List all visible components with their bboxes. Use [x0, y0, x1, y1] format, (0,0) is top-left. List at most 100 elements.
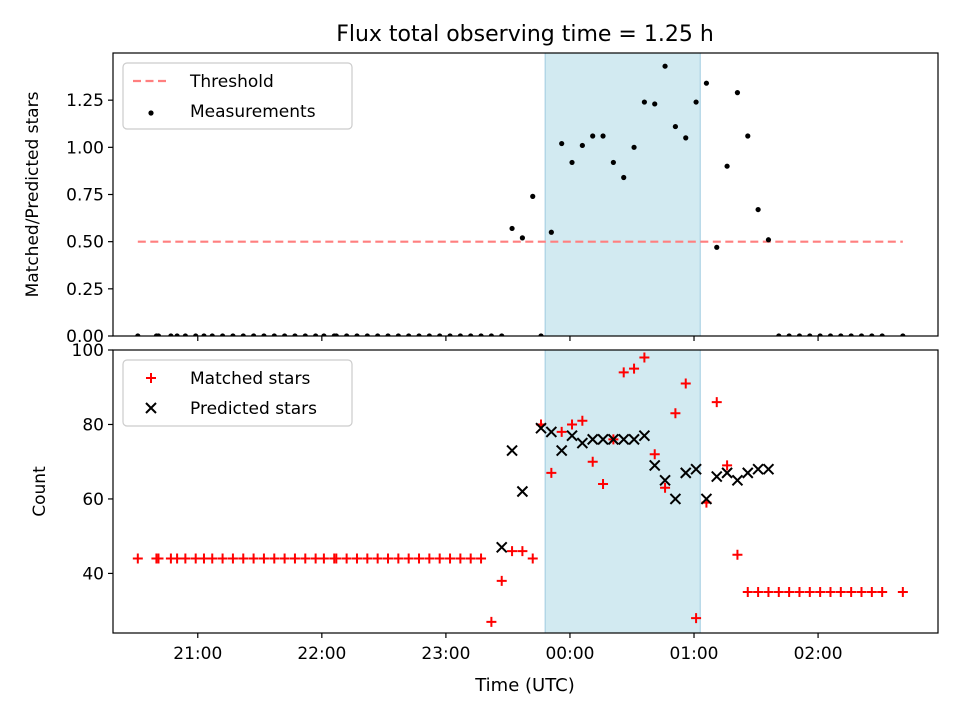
matched-star-point: [279, 553, 290, 564]
matched-star-point: [732, 549, 743, 560]
measurement-point: [209, 333, 215, 336]
y-tick-label: 80: [82, 415, 104, 435]
measurement-point: [375, 333, 381, 336]
matched-star-point: [403, 553, 414, 564]
matched-star-point: [496, 575, 507, 586]
legend-box: [122, 359, 353, 427]
top-panel: 0.00 0.25 0.50 0.75 1.00 1.25 Matched/Predicte…: [23, 52, 939, 347]
y-axis-label: Count: [30, 466, 50, 517]
matched-star-point: [691, 613, 702, 624]
measurement-point: [530, 193, 536, 199]
bottom-panel: 40 60 80 100 21:00 22:00 23:00 00:00 01:00 02:00 C…: [30, 341, 939, 664]
matched-star-point: [248, 553, 259, 564]
matched-star-point: [341, 553, 352, 564]
measurement-point: [548, 229, 554, 235]
y-tick-label: 1.25: [66, 91, 104, 111]
measurement-point: [174, 333, 180, 336]
matched-star-point: [207, 553, 218, 564]
measurement-point: [509, 225, 515, 232]
matched-star-point: [476, 553, 487, 564]
measurement-point: [662, 63, 668, 69]
predicted-star-point: [731, 474, 744, 487]
measurement-point: [292, 333, 298, 336]
y-tick-label: 0.00: [66, 327, 104, 347]
legend-box: [122, 62, 353, 130]
predicted-star-point: [628, 433, 640, 446]
matched-star-point: [362, 553, 373, 564]
legend-matched-swatch: [146, 373, 156, 383]
matched-star-point: [556, 426, 567, 437]
matched-star-point: [351, 553, 362, 564]
matched-star-point: [598, 479, 609, 490]
measurement-point: [745, 133, 751, 139]
matched-star-point: [742, 587, 753, 598]
measurement-point: [168, 333, 174, 336]
matched-star-point: [639, 352, 650, 363]
matched-star-point: [763, 587, 774, 598]
measurement-point: [478, 333, 484, 336]
legend-label: Measurements: [190, 102, 316, 122]
matched-star-point: [289, 553, 300, 564]
matched-star-point: [383, 553, 393, 564]
matched-star-point: [414, 553, 425, 564]
predicted-star-point: [586, 433, 599, 446]
plot-area: [135, 63, 906, 336]
matched-star-point: [300, 553, 311, 564]
measurement-point: [488, 333, 494, 336]
measurement-point: [499, 333, 505, 336]
measurement-point: [579, 142, 585, 149]
predicted-star-point: [607, 433, 620, 446]
matched-star-point: [132, 553, 143, 564]
matched-star-point: [318, 553, 329, 564]
predicted-star-point: [638, 429, 651, 442]
matched-star-point: [258, 553, 269, 564]
measurement-point: [468, 333, 474, 336]
measurement-point: [621, 174, 627, 181]
matched-star-point: [866, 587, 877, 598]
measurement-point: [765, 237, 772, 243]
measurement-point: [776, 333, 782, 336]
legend-label: Threshold: [189, 72, 274, 92]
matched-star-point: [711, 397, 722, 408]
legend-label: Matched stars: [190, 369, 310, 389]
matched-star-point: [784, 587, 795, 598]
predicted-star-point: [711, 470, 723, 483]
measurement-point: [135, 333, 141, 336]
predicted-star-point: [516, 485, 529, 498]
measurement-point: [817, 333, 823, 336]
matched-star-point: [660, 482, 671, 493]
matched-star-point: [527, 553, 538, 564]
predicted-star-point: [576, 437, 589, 449]
measurement-point: [426, 333, 432, 336]
matched-star-point: [680, 378, 691, 389]
matched-star-point: [507, 546, 518, 557]
axes-frame: [112, 349, 939, 634]
predicted-star-point: [669, 493, 682, 505]
measurement-point: [416, 333, 422, 336]
y-tick-label: 60: [82, 490, 104, 510]
measurement-point: [683, 135, 689, 141]
matched-star-point: [825, 587, 836, 598]
matched-star-point: [331, 553, 342, 564]
measurement-point: [786, 333, 792, 336]
matched-star-point: [815, 587, 826, 598]
matched-star-point: [269, 553, 280, 564]
measurement-point: [559, 140, 565, 147]
measurement-point: [321, 333, 327, 336]
predicted-star-point: [752, 463, 764, 475]
predicted-star-point: [690, 463, 702, 475]
matched-star-point: [153, 553, 164, 564]
matched-star-point: [180, 553, 191, 564]
matched-star-point: [753, 587, 764, 598]
shaded-interval: [545, 350, 701, 633]
matched-star-point: [856, 587, 867, 598]
plot-area: [132, 352, 908, 627]
measurement-point: [447, 333, 453, 336]
predicted-star-point: [659, 474, 671, 487]
x-tick-label: 23:00: [421, 644, 470, 664]
matched-star-point: [486, 616, 497, 627]
measurement-point: [395, 333, 401, 336]
x-tick-label: 01:00: [670, 644, 719, 664]
measurement-point: [569, 159, 575, 166]
measurement-point: [251, 333, 257, 336]
